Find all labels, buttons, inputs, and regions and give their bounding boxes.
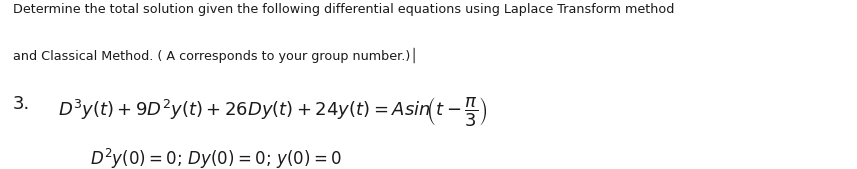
Text: and Classical Method. ( A corresponds to your group number.)│: and Classical Method. ( A corresponds to… bbox=[13, 47, 417, 63]
Text: 3.: 3. bbox=[13, 95, 30, 113]
Text: $D^2y(0) = 0;\, Dy(0) = 0;\, y(0) = 0$: $D^2y(0) = 0;\, Dy(0) = 0;\, y(0) = 0$ bbox=[90, 147, 342, 169]
Text: $D^3y(t) + 9D^2y(t) + 26Dy(t) + 24y(t) = Asin\!\left(t - \dfrac{\pi}{3}\right)$: $D^3y(t) + 9D^2y(t) + 26Dy(t) + 24y(t) =… bbox=[58, 95, 488, 128]
Text: Determine the total solution given the following differential equations using La: Determine the total solution given the f… bbox=[13, 3, 674, 16]
